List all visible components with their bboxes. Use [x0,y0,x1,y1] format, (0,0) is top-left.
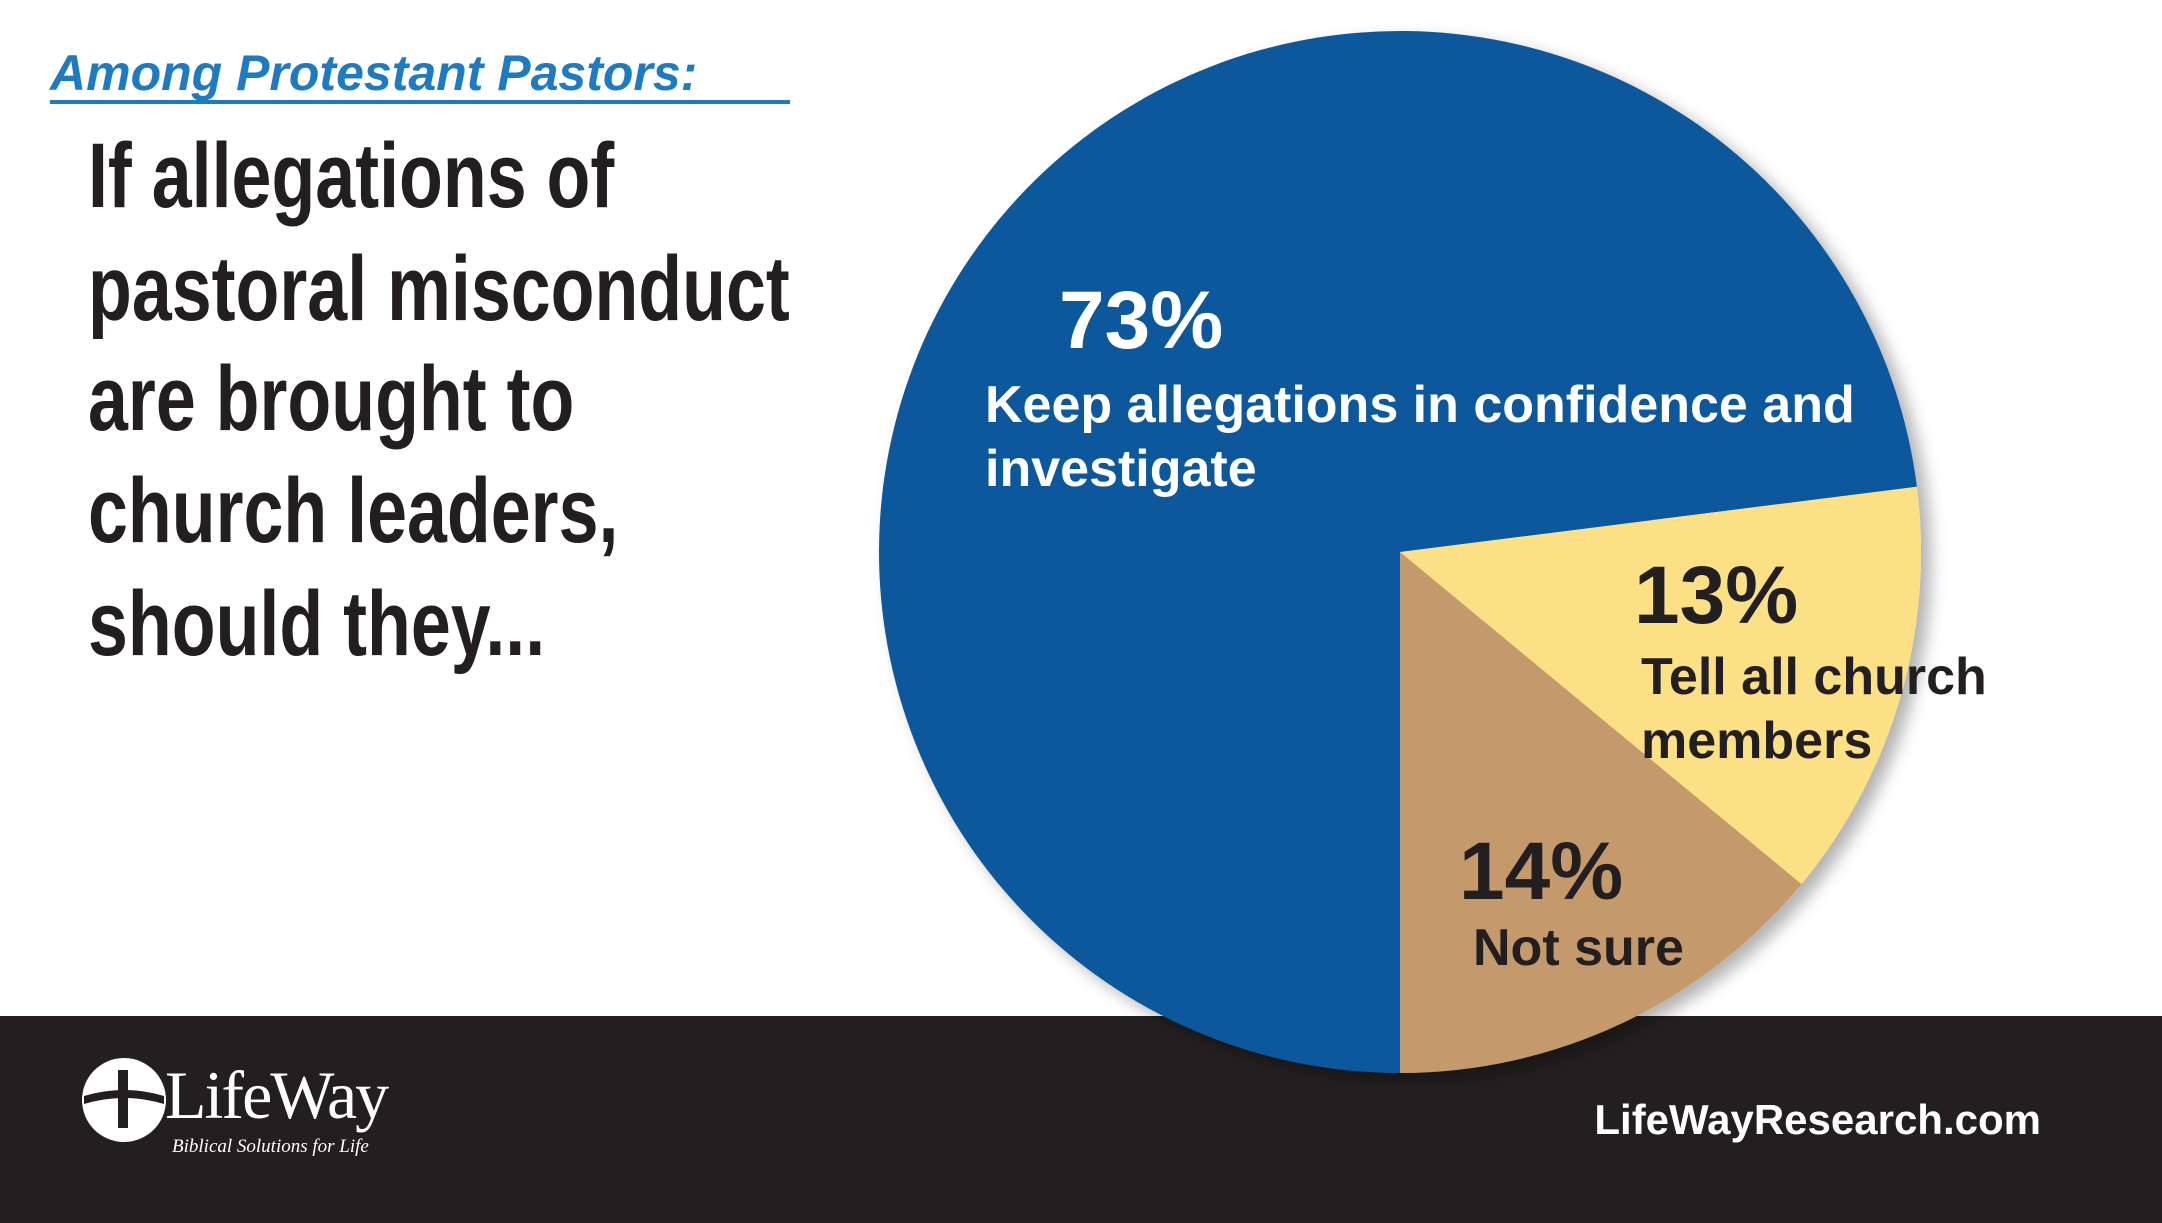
value-label: 14% [1459,826,1623,917]
value-label: 73% [1059,275,1223,366]
logo-icon-cross [118,1070,128,1128]
title-line: pastoral misconduct [88,237,790,340]
pie-slice [1400,552,1802,1073]
footer-band [0,1016,2162,1223]
tagline: Biblical Solutions for Life [172,1136,369,1157]
logo-text: LifeWay [165,1057,389,1133]
pie-slice [1400,486,1921,885]
label-line: Keep allegations in confidence and [985,376,1855,434]
title-line: If allegations of [88,124,615,227]
label-line: investigate [985,440,1257,498]
title-line: are brought to [88,347,574,450]
label-line: Tell all church [1641,648,1987,706]
labels: 73% Keep allegations in confidence and inv… [985,275,1987,977]
category-label: Not sure [1473,919,1684,977]
title-line: should they... [88,572,545,675]
kicker: Among Protestant Pastors: [48,45,697,101]
title-line: church leaders, [88,459,618,562]
pie-slice [878,30,1917,1073]
logo: LifeWay Biblical Solutions for Life [82,1057,391,1157]
value-label: 13% [1634,550,1798,641]
category-label: Keep allegations in confidence and invest… [985,376,1855,498]
website: LifeWayResearch.com [1594,1096,2041,1143]
label-line: Not sure [1473,919,1684,977]
category-label: Tell all church members [1641,648,1987,770]
pie [878,30,1921,1073]
label-line: members [1641,712,1872,770]
